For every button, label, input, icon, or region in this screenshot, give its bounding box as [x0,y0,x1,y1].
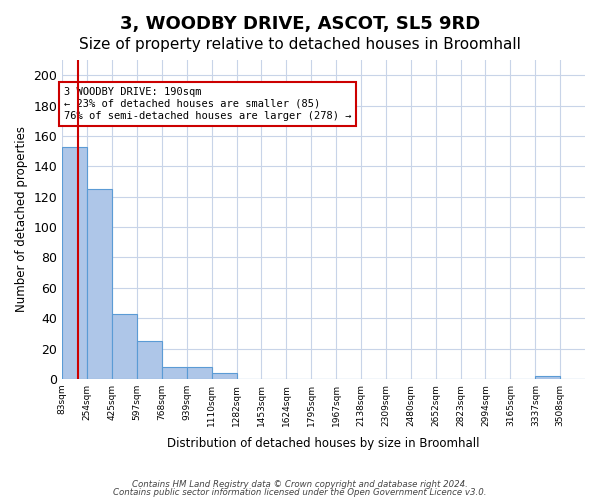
Bar [62,146,87,379]
Bar [535,376,560,379]
Text: Size of property relative to detached houses in Broomhall: Size of property relative to detached ho… [79,38,521,52]
Bar [112,314,137,379]
Y-axis label: Number of detached properties: Number of detached properties [15,126,28,312]
X-axis label: Distribution of detached houses by size in Broomhall: Distribution of detached houses by size … [167,437,480,450]
Text: 3 WOODBY DRIVE: 190sqm
← 23% of detached houses are smaller (85)
76% of semi-det: 3 WOODBY DRIVE: 190sqm ← 23% of detached… [64,88,351,120]
Bar [187,367,212,379]
Text: Contains HM Land Registry data © Crown copyright and database right 2024.: Contains HM Land Registry data © Crown c… [132,480,468,489]
Bar [212,373,236,379]
Bar [162,367,187,379]
Bar [137,341,162,379]
Text: 3, WOODBY DRIVE, ASCOT, SL5 9RD: 3, WOODBY DRIVE, ASCOT, SL5 9RD [120,15,480,33]
Text: Contains public sector information licensed under the Open Government Licence v3: Contains public sector information licen… [113,488,487,497]
Bar [87,189,112,379]
